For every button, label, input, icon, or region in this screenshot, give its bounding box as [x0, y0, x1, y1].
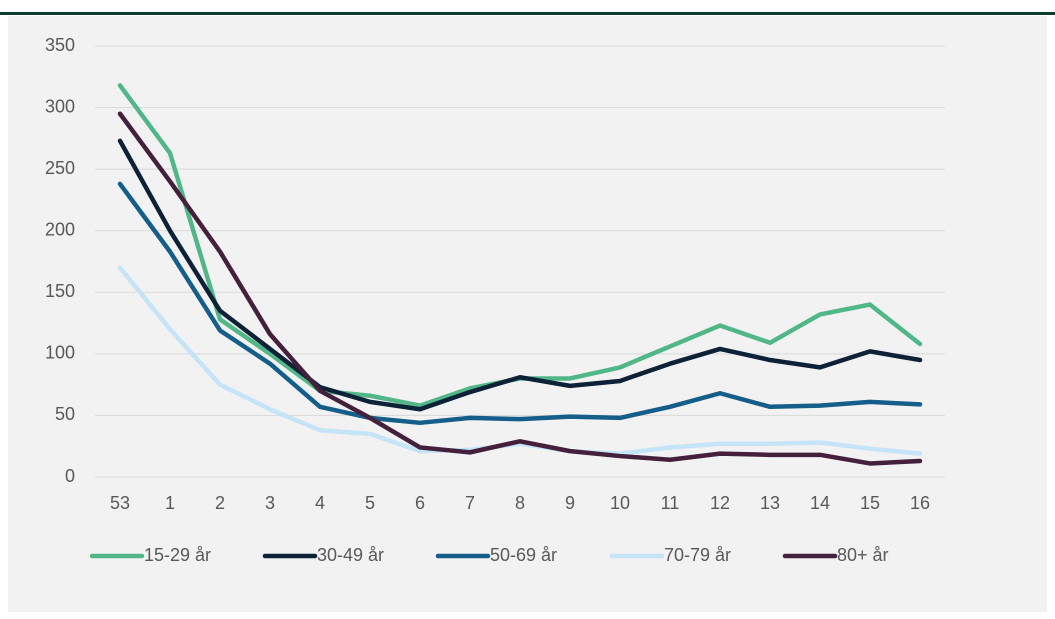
x-tick-label: 3 — [265, 493, 275, 513]
y-tick-label: 200 — [45, 219, 75, 239]
y-tick-label: 300 — [45, 96, 75, 116]
x-tick-label: 9 — [565, 493, 575, 513]
series-line — [117, 181, 923, 426]
top-rule — [0, 12, 1055, 15]
legend-label: 30-49 år — [317, 545, 384, 565]
legend-label: 15-29 år — [144, 545, 211, 565]
x-tick-label: 1 — [165, 493, 175, 513]
y-tick-label: 350 — [45, 35, 75, 55]
legend-label: 80+ år — [837, 545, 889, 565]
x-tick-label: 16 — [910, 493, 930, 513]
x-tick-label: 53 — [110, 493, 130, 513]
y-tick-label: 250 — [45, 158, 75, 178]
x-tick-label: 8 — [515, 493, 525, 513]
series-line — [117, 265, 923, 456]
y-tick-label: 100 — [45, 343, 75, 363]
x-tick-label: 2 — [215, 493, 225, 513]
y-tick-label: 50 — [55, 404, 75, 424]
legend-label: 50-69 år — [490, 545, 557, 565]
x-tick-label: 4 — [315, 493, 325, 513]
y-tick-label: 0 — [65, 466, 75, 486]
x-tick-label: 15 — [860, 493, 880, 513]
x-tick-label: 11 — [661, 493, 680, 513]
x-tick-label: 12 — [710, 493, 730, 513]
x-tick-label: 10 — [610, 493, 630, 513]
series-line — [117, 138, 923, 412]
legend-label: 70-79 år — [664, 545, 731, 565]
series-line — [117, 111, 923, 466]
x-tick-label: 5 — [365, 493, 375, 513]
x-tick-label: 6 — [415, 493, 425, 513]
x-tick-label: 7 — [465, 493, 475, 513]
panel — [8, 16, 1047, 612]
x-tick-label: 13 — [760, 493, 780, 513]
x-tick-label: 14 — [810, 493, 830, 513]
y-tick-label: 150 — [45, 281, 75, 301]
